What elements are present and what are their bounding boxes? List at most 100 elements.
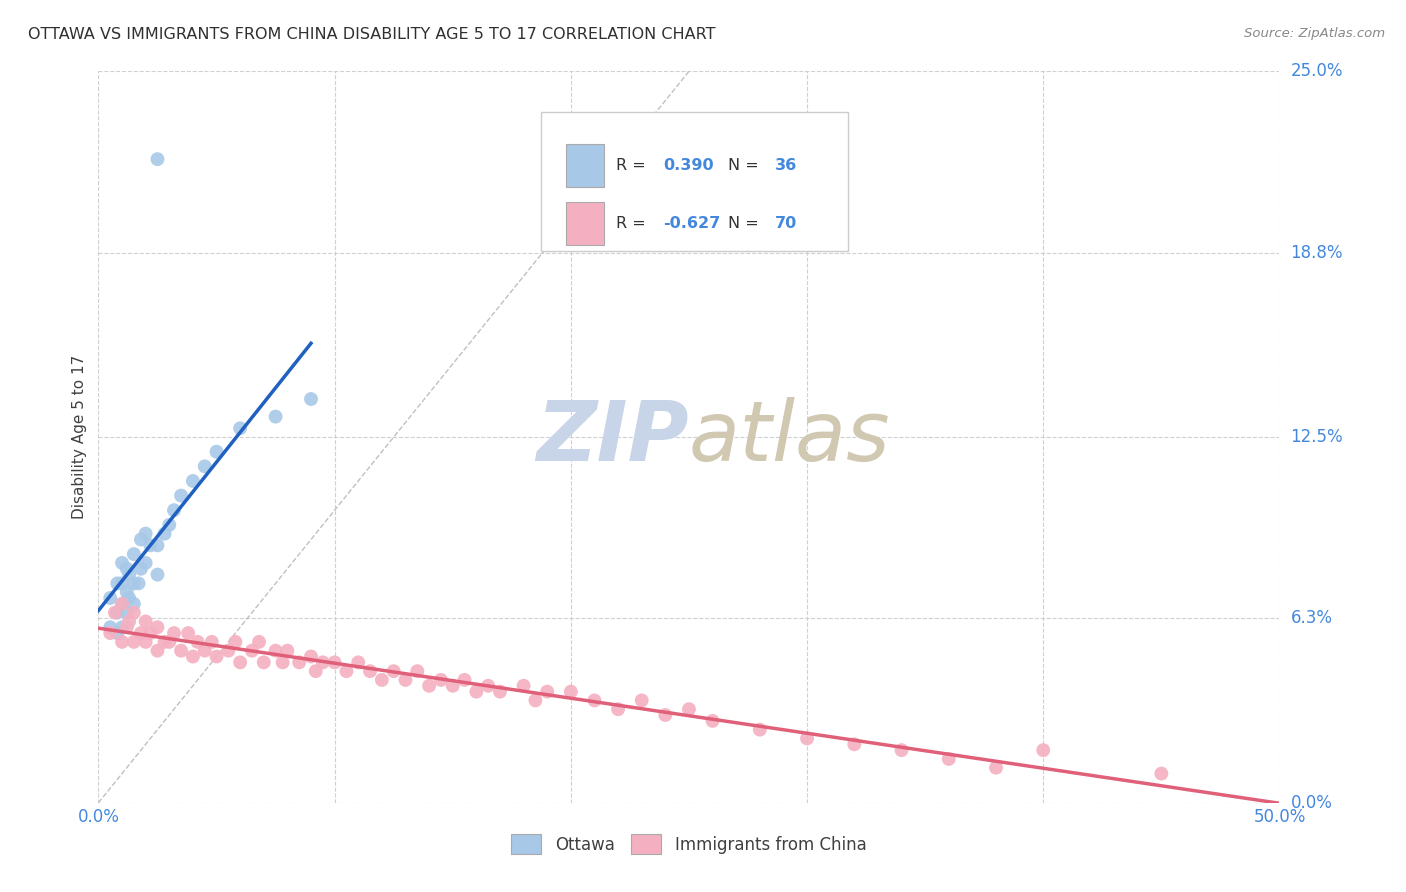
Text: R =: R = <box>616 216 651 231</box>
Text: atlas: atlas <box>689 397 890 477</box>
Point <box>135 615 157 629</box>
Point <box>115 620 138 634</box>
Point <box>984 761 1007 775</box>
Point <box>430 673 453 687</box>
Point <box>748 723 770 737</box>
Text: 0.0%: 0.0% <box>1291 794 1333 812</box>
Point <box>583 693 606 707</box>
Point <box>477 679 499 693</box>
FancyBboxPatch shape <box>567 202 605 244</box>
Point <box>382 664 405 678</box>
Point <box>271 656 294 670</box>
Point <box>371 673 394 687</box>
Point <box>111 635 134 649</box>
Point <box>630 693 652 707</box>
Point <box>335 664 357 678</box>
Point <box>229 421 252 435</box>
Text: 18.8%: 18.8% <box>1291 244 1343 261</box>
Point <box>111 576 134 591</box>
Point <box>890 743 912 757</box>
Point <box>702 714 724 728</box>
Point <box>98 620 121 634</box>
Point <box>312 656 335 670</box>
FancyBboxPatch shape <box>541 112 848 251</box>
Point <box>157 517 180 532</box>
Point <box>441 679 464 693</box>
Point <box>253 656 276 670</box>
Point <box>153 526 176 541</box>
Point <box>512 679 534 693</box>
Point <box>305 664 328 678</box>
Point <box>299 649 322 664</box>
Point <box>418 679 440 693</box>
Point <box>135 556 157 570</box>
Point <box>229 656 252 670</box>
Point <box>607 702 630 716</box>
Point <box>111 620 134 634</box>
Point <box>129 533 152 547</box>
Point <box>105 626 128 640</box>
Point <box>678 702 700 716</box>
Point <box>453 673 475 687</box>
Text: -0.627: -0.627 <box>664 216 720 231</box>
Text: 6.3%: 6.3% <box>1291 609 1333 627</box>
Point <box>118 591 141 605</box>
Point <box>524 693 547 707</box>
Point <box>129 562 152 576</box>
Point <box>115 562 138 576</box>
Text: ZIP: ZIP <box>536 397 689 477</box>
Point <box>115 606 138 620</box>
Point <box>194 459 217 474</box>
Point <box>98 591 121 605</box>
Point <box>796 731 818 746</box>
Point <box>153 635 176 649</box>
Point <box>181 474 204 488</box>
Point <box>105 606 128 620</box>
Point <box>205 649 228 664</box>
Point <box>139 538 162 552</box>
Point <box>359 664 381 678</box>
Point <box>201 635 224 649</box>
Point <box>111 597 134 611</box>
Point <box>146 152 169 166</box>
Text: N =: N = <box>728 216 763 231</box>
Text: R =: R = <box>616 158 651 173</box>
Point <box>288 656 311 670</box>
Point <box>122 606 145 620</box>
Text: 12.5%: 12.5% <box>1291 428 1343 446</box>
Point <box>128 576 150 591</box>
Point <box>146 567 169 582</box>
Point <box>560 684 582 698</box>
Point <box>98 626 121 640</box>
Point <box>129 626 152 640</box>
Point <box>122 597 145 611</box>
Point <box>264 409 287 424</box>
Point <box>163 503 186 517</box>
Point <box>240 643 263 657</box>
Point <box>177 626 200 640</box>
Point <box>654 708 676 723</box>
Point <box>323 656 346 670</box>
Point <box>122 547 145 561</box>
Point <box>347 656 370 670</box>
Point <box>536 684 558 698</box>
Point <box>394 673 416 687</box>
Point <box>844 737 866 751</box>
Point <box>247 635 270 649</box>
Point <box>205 444 228 458</box>
Point <box>104 606 127 620</box>
Point <box>135 526 157 541</box>
Text: N =: N = <box>728 158 763 173</box>
Text: 70: 70 <box>775 216 797 231</box>
Point <box>224 635 246 649</box>
Point <box>264 643 287 657</box>
Point <box>1150 766 1173 780</box>
Point <box>194 643 217 657</box>
Point <box>146 620 169 634</box>
Point <box>217 643 239 657</box>
Point <box>146 538 169 552</box>
Point <box>122 576 145 591</box>
Point <box>406 664 429 678</box>
Text: Source: ZipAtlas.com: Source: ZipAtlas.com <box>1244 27 1385 40</box>
FancyBboxPatch shape <box>567 144 605 186</box>
